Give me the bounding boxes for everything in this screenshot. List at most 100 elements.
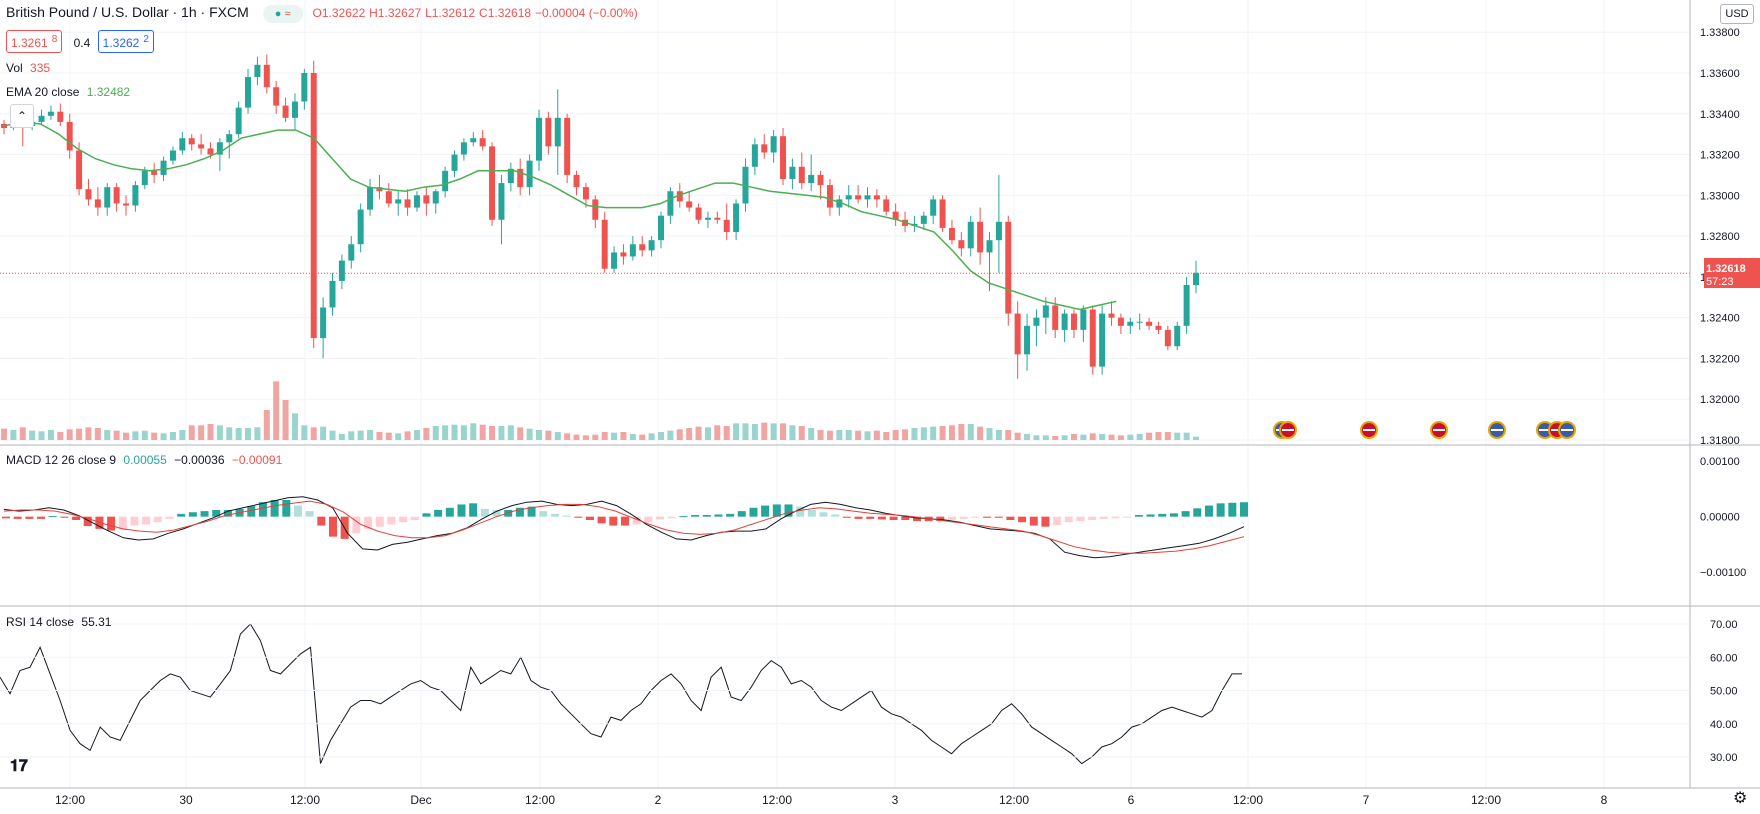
volume-bar [883, 432, 890, 440]
candle [329, 272, 336, 316]
candle [733, 199, 740, 241]
macd-hist-bar [585, 516, 594, 520]
candle-body [620, 252, 627, 257]
volume-bar [826, 430, 833, 440]
market-status-icon[interactable]: ● ≈ [262, 5, 303, 23]
volume-bar [948, 425, 955, 440]
candle [423, 187, 430, 216]
candle-body [667, 191, 674, 216]
volume-bar [470, 423, 477, 440]
candle [376, 174, 383, 200]
candle-body [160, 160, 167, 175]
us-flag-icon[interactable] [1488, 421, 1506, 439]
time-tick-label: 2 [655, 793, 662, 807]
uk-flag-icon[interactable] [1279, 421, 1297, 439]
sell-button[interactable]: 1.3261 8 [6, 30, 63, 53]
volume-bar [1014, 432, 1021, 440]
candle [385, 183, 392, 208]
candle [1099, 305, 1106, 375]
ema-legend[interactable]: EMA 20 close 1.32482 [6, 84, 134, 100]
volume-bar [780, 423, 787, 440]
macd-hist-bar [726, 513, 735, 517]
macd-hist-bar [1053, 516, 1062, 525]
macd-legend[interactable]: MACD 12 26 close 9 0.00055 −0.00036 −0.0… [6, 452, 286, 468]
uk-flag-icon[interactable] [1360, 421, 1378, 439]
candle-body [320, 307, 327, 339]
macd-hist-bar [305, 511, 314, 517]
candle-body [977, 221, 984, 253]
price-tick-label: 1.33800 [1700, 27, 1740, 39]
candle [357, 203, 364, 253]
volume-bar [1089, 433, 1096, 440]
time-axis[interactable]: 12:00 30 12:00 Dec 12:00 2 12:00 3 12:00 6 12:00 7 1… [55, 793, 1608, 807]
candle-body [1099, 313, 1106, 367]
macd-hist-bar [971, 516, 980, 518]
time-tick-label: 12:00 [999, 793, 1029, 807]
volume-bar [1183, 432, 1190, 440]
candle [977, 207, 984, 265]
candle-body [554, 117, 561, 147]
macd-hist-bar [807, 510, 816, 517]
volume-bar [902, 429, 909, 440]
price-axis[interactable]: 1.33800 1.33600 1.33400 1.33200 1.33000 1.328… [1700, 27, 1740, 447]
candle-body [686, 201, 693, 208]
macd-hist-bar [691, 515, 700, 517]
candle [967, 215, 974, 257]
candle [780, 128, 787, 186]
candle-body [413, 195, 420, 208]
macd-hist-bar [1228, 502, 1237, 517]
volume-bar [76, 428, 83, 440]
legend-header[interactable]: British Pound / U.S. Dollar · 1h · FXCM … [6, 4, 638, 23]
volume-legend[interactable]: Vol 335 [6, 60, 54, 76]
candle [948, 219, 955, 245]
macd-axis: 0.00100 0.00000 −0.00100 [1700, 456, 1746, 579]
symbol-title[interactable]: British Pound / U.S. Dollar · 1h · FXCM [6, 4, 249, 20]
candle [198, 134, 205, 155]
volume-bar [836, 430, 843, 440]
volume-bar [123, 432, 130, 440]
macd-hist-bar [936, 516, 945, 522]
candle-body [1089, 309, 1096, 367]
economic-event-flags[interactable] [1273, 421, 1576, 439]
time-tick-label: 12:00 [762, 793, 792, 807]
candle [1193, 260, 1199, 294]
candle [1127, 317, 1134, 334]
buy-price: 1.3262 [102, 36, 140, 50]
time-tick-label: 12:00 [525, 793, 555, 807]
candle-body [479, 138, 486, 147]
volume-bar [29, 430, 36, 440]
buy-button[interactable]: 1.3262 2 [97, 30, 154, 53]
candle [179, 132, 186, 155]
uk-flag-icon[interactable] [1430, 421, 1448, 439]
volume-bar [479, 424, 486, 440]
macd-hist-bar [13, 516, 22, 519]
rsi-tick-label: 50.00 [1710, 686, 1738, 698]
macd-hist-bar [1216, 503, 1225, 517]
candle-body [216, 142, 223, 155]
volume-bar [132, 431, 139, 440]
candle [94, 187, 101, 216]
candle [1174, 321, 1181, 351]
macd-hist-bar [831, 514, 840, 517]
volume-bar [855, 430, 862, 440]
volume-bar [226, 427, 233, 440]
candle [451, 150, 458, 177]
tradingview-logo-icon[interactable]: 𝟏𝟕 [10, 758, 28, 775]
macd-hist-bar [749, 507, 758, 517]
candle-body [179, 138, 186, 151]
settings-gear-icon[interactable]: ⚙ [1733, 790, 1748, 807]
rsi-legend[interactable]: RSI 14 close 55.31 [6, 614, 115, 630]
macd-hist-bar [515, 507, 524, 517]
buy-price-sup: 2 [143, 34, 149, 45]
last-price-value: 1.32618 [1706, 263, 1746, 275]
currency-button[interactable]: USD [1720, 4, 1754, 24]
us-flag-icon[interactable] [1558, 421, 1576, 439]
candle-body [967, 221, 974, 249]
collapse-chevron-icon[interactable]: ⌃ [10, 104, 34, 128]
macd-hist-bar [247, 506, 256, 517]
candle-body [376, 187, 383, 192]
volume-bar [413, 430, 420, 440]
volume-bar [751, 424, 758, 440]
volume-bar [423, 428, 430, 440]
